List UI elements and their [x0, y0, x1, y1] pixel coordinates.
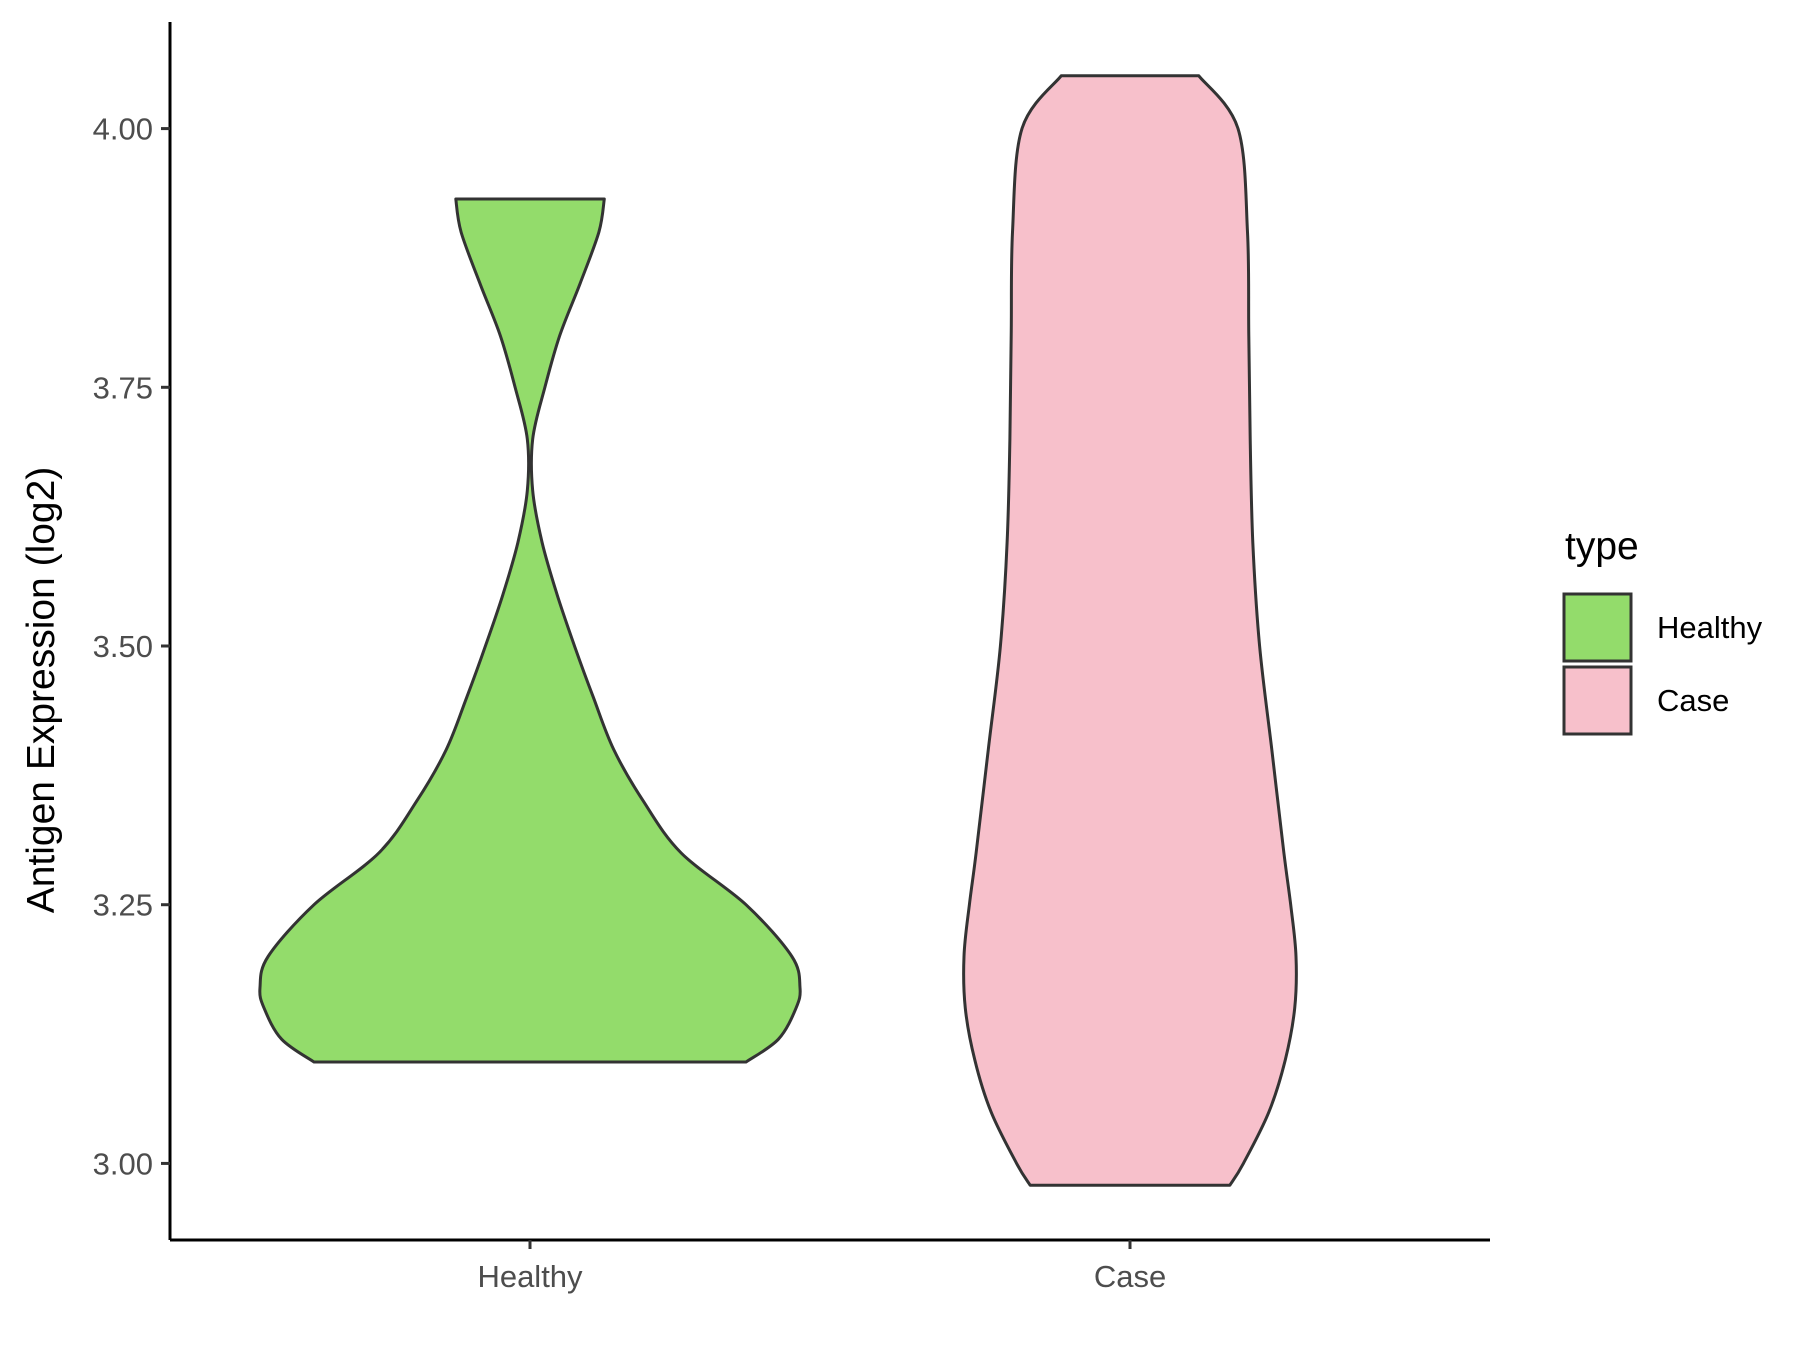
legend-label-case: Case	[1657, 683, 1729, 718]
violins-layer	[258, 74, 1298, 1187]
violin-case	[962, 74, 1298, 1187]
legend-key-healthy	[1562, 592, 1633, 663]
y-tick-label: 3.50	[93, 629, 153, 664]
legend-title: type	[1565, 525, 1639, 568]
legend-key-case	[1562, 665, 1633, 736]
x-tick-label: Healthy	[477, 1259, 583, 1294]
violin-healthy	[258, 197, 802, 1064]
legend: type Healthy Case	[1562, 525, 1763, 736]
y-tick-label: 3.00	[93, 1146, 153, 1181]
y-axis-title: Antigen Expression (log2)	[20, 467, 63, 914]
y-tick-label: 4.00	[93, 112, 153, 147]
x-tick-label: Case	[1094, 1259, 1166, 1294]
y-tick-label: 3.75	[93, 370, 153, 405]
y-axis: 3.00 3.25 3.50 3.75 4.00	[93, 22, 172, 1240]
legend-label-healthy: Healthy	[1657, 610, 1763, 645]
y-tick-label: 3.25	[93, 888, 153, 923]
x-axis: Healthy Case	[170, 1238, 1490, 1294]
